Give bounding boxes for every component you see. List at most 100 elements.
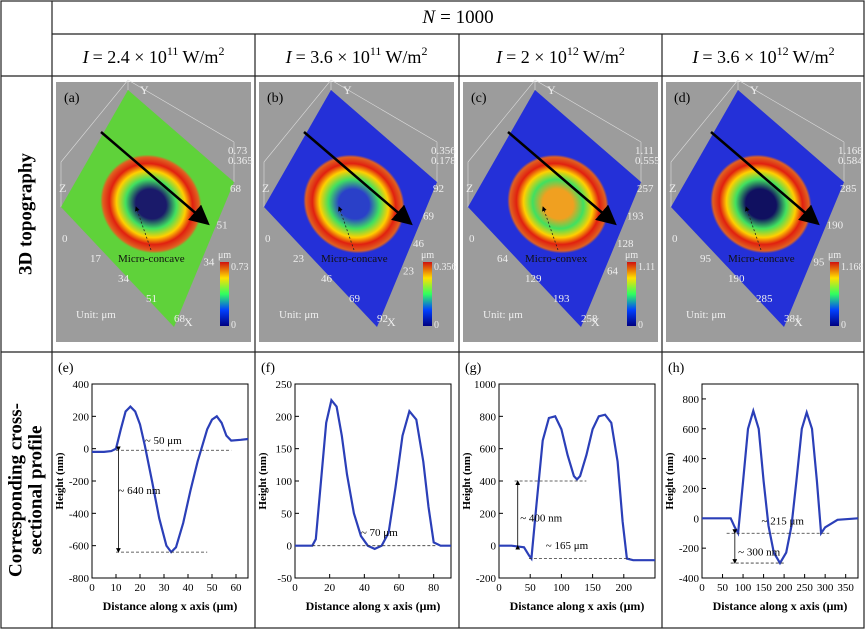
y-tick-label: 0 <box>491 541 497 553</box>
y-tick-label: 0 <box>287 541 293 553</box>
annotation: Micro-convex <box>525 253 588 265</box>
x-tick-label: 10 <box>111 582 123 594</box>
annotation: ~ 215 μm <box>762 515 805 527</box>
unit-label: Unit: μm <box>76 309 116 321</box>
annotation: ~ 50 μm <box>145 435 182 447</box>
plot-frame <box>701 383 859 579</box>
right-tick-label: 128 <box>617 238 634 250</box>
axis-z-label: Z <box>59 181 66 195</box>
y-tick-label: 200 <box>480 508 497 520</box>
colorbar-unit: μm <box>828 250 841 261</box>
axis-x-label: X <box>794 315 803 329</box>
y-tick-label: 400 <box>683 454 700 466</box>
annotation: ~ 400 nm <box>520 512 562 524</box>
y-tick-label: 600 <box>683 424 700 436</box>
symbol: N <box>421 7 436 28</box>
colorbar-unit: μm <box>421 250 434 261</box>
y-tick-label: -50 <box>277 573 292 585</box>
column-header: I = 2 × 1012 W/m2 <box>495 44 625 67</box>
y-tick-label: -200 <box>679 543 700 555</box>
topography-panel: (d)YZX1.1680.58428519095095190285381Unit… <box>666 79 864 342</box>
profile-arrow <box>100 131 210 226</box>
y-tick-label: -200 <box>69 476 90 488</box>
column-header: I = 2.4 × 1011 W/m2 <box>82 44 225 67</box>
annotation-leader <box>338 206 355 251</box>
left-tick-label: 0 <box>62 233 68 245</box>
header-top: N = 1000 <box>421 7 493 28</box>
unit-exponent: 2 <box>829 44 835 58</box>
colorbar-label: 0.73 <box>231 262 249 273</box>
right-tick-label: 46 <box>413 238 425 250</box>
y-axis-label: Height (nm) <box>664 452 676 509</box>
box-lines <box>263 79 438 207</box>
colorbar <box>423 262 432 326</box>
x-tick-label: 300 <box>817 582 834 594</box>
left-tick-label: 381 <box>784 313 801 325</box>
colorbar <box>830 262 839 326</box>
left-tick-label: 17 <box>90 253 102 265</box>
y-tick-label: 800 <box>480 411 497 423</box>
x-tick-label: 50 <box>525 582 537 594</box>
x-tick-label: 250 <box>796 582 813 594</box>
exponent: 11 <box>370 44 382 58</box>
profile-arrow <box>507 131 617 226</box>
unit: W/m <box>583 47 619 67</box>
profile-chart: -800 -600 -400 -200 0 200 400 0 10 20 30 40 50 60 ~ 50… <box>54 361 249 613</box>
column-header: I = 3.6 × 1011 W/m2 <box>285 44 428 67</box>
left-tick-label: 34 <box>118 273 130 285</box>
x-tick-label: 0 <box>292 582 298 594</box>
panel-label: (d) <box>674 91 691 106</box>
unit-label: Unit: μm <box>686 309 726 321</box>
unit: W/m <box>385 47 421 67</box>
y-tick-label: -200 <box>476 573 497 585</box>
x-tick-label: 100 <box>735 582 752 594</box>
box-lines <box>467 79 642 207</box>
colorbar-label: 0.356 <box>434 262 457 273</box>
axis-y-label: Y <box>547 83 556 97</box>
symbol: I <box>691 47 699 67</box>
surface-feature <box>507 154 609 254</box>
left-tick-label: 95 <box>700 253 712 265</box>
x-tick-label: 200 <box>776 582 793 594</box>
left-tick-label: 193 <box>553 293 570 305</box>
axis-y-label: Y <box>140 83 149 97</box>
panel-label: (c) <box>471 91 487 106</box>
x-tick-label: 0 <box>89 582 95 594</box>
right-tick-label: 64 <box>607 266 619 278</box>
y-tick-label: 600 <box>480 444 497 456</box>
annotation-leader <box>745 206 762 251</box>
y-tick-label: 0 <box>694 513 700 525</box>
profile-line <box>499 413 655 562</box>
z-tick-label: 0.73 <box>228 145 248 157</box>
axis-x-label: X <box>591 315 600 329</box>
annotation: ~ 70 μm <box>361 527 398 539</box>
panel-label: (e) <box>58 361 74 376</box>
row-label: sectional profile <box>25 426 46 555</box>
colorbar <box>627 262 636 326</box>
annotation-leader <box>542 206 559 251</box>
x-tick-label: 60 <box>394 582 406 594</box>
row-label: 3D topography <box>15 153 36 275</box>
colorbar-unit: μm <box>218 250 231 261</box>
left-tick-label: 258 <box>581 313 598 325</box>
right-tick-label: 34 <box>203 256 215 268</box>
x-tick-label: 150 <box>755 582 772 594</box>
value: = 1000 <box>440 7 493 28</box>
topography-panel: (c)YZX1.110.55525719312864064129193258Un… <box>463 79 660 342</box>
box-lines <box>60 79 235 207</box>
axis-x-label: X <box>184 315 193 329</box>
x-tick-label: 40 <box>359 582 371 594</box>
x-tick-label: 50 <box>717 582 729 594</box>
left-tick-label: 190 <box>728 273 745 285</box>
left-tick-label: 64 <box>497 253 509 265</box>
profile-line <box>702 407 859 566</box>
right-tick-label: 257 <box>637 183 654 195</box>
right-tick-label: 69 <box>423 211 435 223</box>
colorbar-unit: μm <box>625 250 638 261</box>
